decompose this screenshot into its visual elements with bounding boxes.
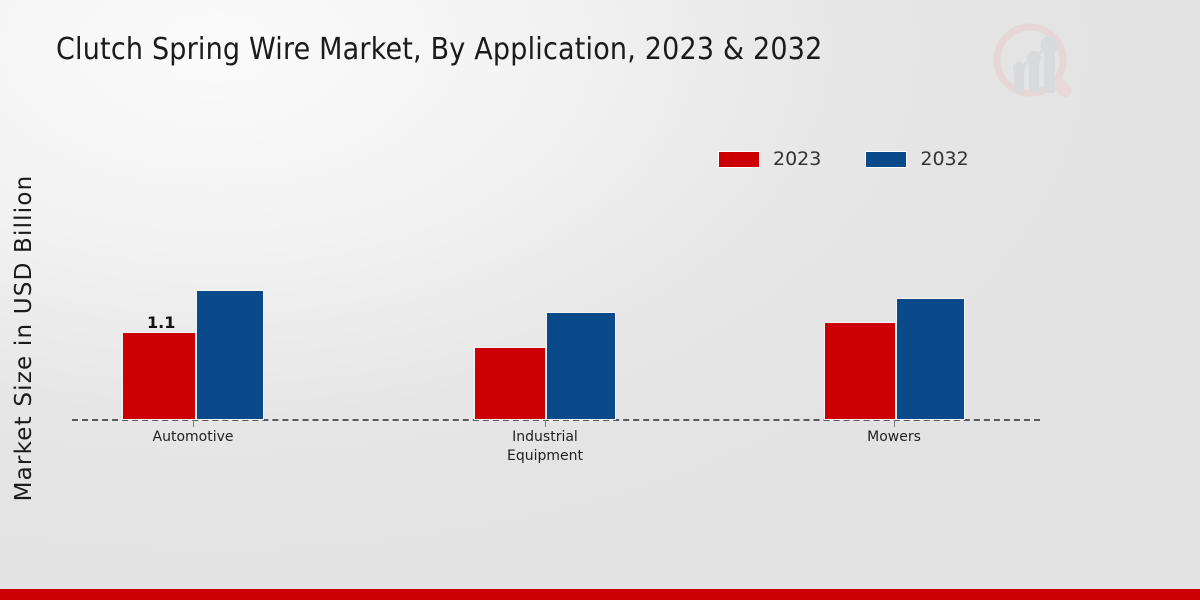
bar-mowers-2023[interactable] [824, 322, 896, 420]
bar-automotive-2023[interactable] [122, 332, 196, 420]
chart-legend: 2023 2032 [718, 148, 969, 170]
x-axis-label-mowers-line1: Mowers [867, 429, 921, 445]
chart-title: Clutch Spring Wire Market, By Applicatio… [56, 32, 823, 67]
bar-industrial-equipment-2032[interactable] [546, 312, 616, 420]
x-axis-label-industrial-equipment: Industrial Equipment [465, 428, 625, 466]
x-axis-label-industrial-equipment-line2: Equipment [507, 448, 583, 464]
bar-automotive-2032[interactable] [196, 290, 264, 420]
bar-mowers-2032[interactable] [896, 298, 965, 420]
x-axis-tick-automotive [193, 420, 194, 427]
x-axis-tick-industrial-equipment [545, 420, 546, 427]
x-axis-tick-mowers [894, 420, 895, 427]
legend-label-2023: 2023 [773, 148, 822, 170]
bar-value-automotive-2023: 1.1 [147, 313, 176, 332]
x-axis-label-mowers: Mowers [814, 428, 974, 447]
x-axis-label-automotive-line1: Automotive [152, 429, 234, 445]
legend-item-2023[interactable]: 2023 [718, 148, 821, 170]
x-axis-label-industrial-equipment-line1: Industrial [512, 429, 578, 445]
bar-industrial-equipment-2023[interactable] [474, 347, 546, 420]
x-axis-baseline [72, 419, 1040, 421]
legend-swatch-2032 [865, 150, 908, 168]
legend-item-2032[interactable]: 2032 [865, 148, 969, 170]
market-research-magnifier-bar-chart-icon [988, 18, 1080, 110]
footer-accent-strip [0, 589, 1200, 600]
legend-label-2032: 2032 [920, 148, 969, 170]
legend-swatch-2023 [718, 150, 760, 168]
x-axis-label-automotive: Automotive [113, 428, 273, 447]
